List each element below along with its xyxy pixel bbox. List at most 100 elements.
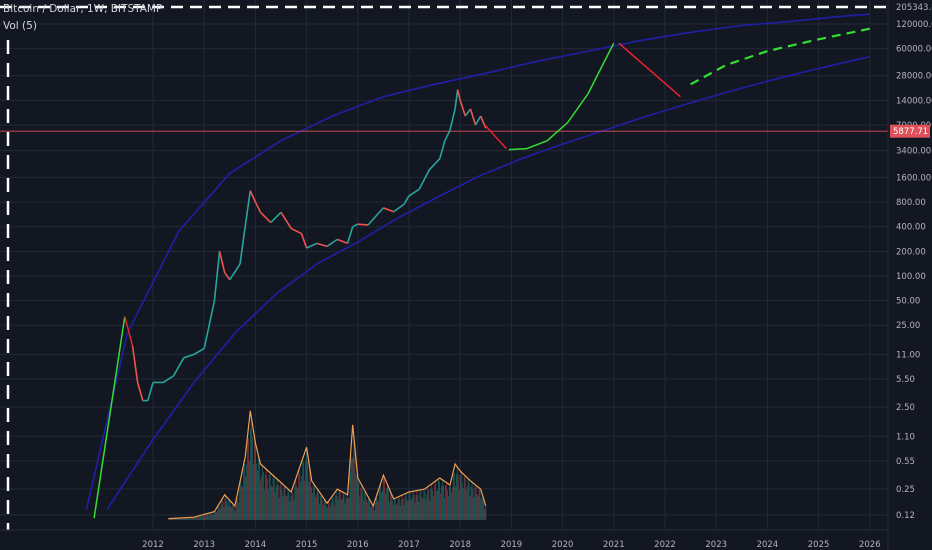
time-axis-tick-label: 2016 <box>347 540 369 550</box>
volume-bar <box>415 494 417 520</box>
volume-bar <box>321 499 323 520</box>
volume-bar <box>267 488 269 520</box>
current-price-tag-label: 5877.71 <box>893 127 928 137</box>
volume-bar <box>447 495 449 520</box>
volume-bar <box>356 476 358 520</box>
volume-bar <box>369 499 371 520</box>
volume-bar <box>348 497 350 520</box>
volume-bar <box>218 505 220 520</box>
volume-bar <box>319 496 321 520</box>
volume-bar <box>232 503 234 520</box>
volume-bar <box>459 474 461 520</box>
volume-bar <box>338 491 340 520</box>
volume-bar <box>342 492 344 520</box>
volume-bar <box>366 499 368 520</box>
price-axis-tick-label: 60000.00 <box>896 45 932 55</box>
volume-bar <box>349 472 351 520</box>
volume-bar <box>364 492 366 520</box>
price-axis-tick-label: 400.00 <box>896 223 926 233</box>
volume-bar <box>474 486 476 520</box>
volume-bar <box>230 506 232 520</box>
volume-bar <box>380 485 381 520</box>
price-axis-tick-label: 25.00 <box>896 321 920 331</box>
price-segment <box>239 226 246 265</box>
volume-bar <box>203 514 205 520</box>
volume-bar <box>170 518 172 520</box>
volume-bar <box>359 496 361 520</box>
price-segment <box>229 263 241 281</box>
price-segment <box>456 89 461 101</box>
volume-bar <box>189 517 190 520</box>
volume-bar <box>476 494 478 520</box>
volume-bar <box>340 499 342 520</box>
volume-bar <box>246 464 248 520</box>
volume-bar <box>457 475 459 520</box>
price-segment <box>213 251 221 301</box>
volume-bar <box>224 497 226 520</box>
price-axis-tick-label: 100.00 <box>896 272 926 282</box>
volume-bar <box>202 514 204 520</box>
price-axis-tick-label: 5.50 <box>896 375 915 385</box>
price-segment <box>316 242 328 248</box>
price-segment <box>454 89 459 110</box>
volume-bars <box>168 410 487 520</box>
volume-bar <box>195 516 197 520</box>
price-segment <box>193 347 205 356</box>
volume-bar <box>389 493 391 520</box>
price-segment <box>259 211 272 224</box>
volume-bar <box>188 517 189 520</box>
volume-bar <box>185 517 186 520</box>
volume-bar <box>196 516 198 520</box>
volume-bar <box>208 516 210 520</box>
price-axis[interactable]: 120000.0060000.0028000.0014000.007000.00… <box>887 0 932 550</box>
volume-bar <box>335 491 337 520</box>
volume-bar <box>261 465 263 520</box>
volume-bar <box>207 514 209 520</box>
price-axis-tick-label: 200.00 <box>896 247 926 257</box>
price-axis-tick-label: 0.12 <box>896 511 915 521</box>
price-axis-tick-label: 11.00 <box>896 350 920 360</box>
volume-bar <box>253 464 254 520</box>
volume-bar <box>396 503 398 520</box>
volume-bar <box>184 517 186 520</box>
price-axis-tick-label: 2.50 <box>896 403 915 413</box>
volume-bar <box>310 471 312 520</box>
volume-bar <box>234 510 236 520</box>
volume-bar <box>280 482 282 520</box>
top-marker-label: 205343.87 <box>896 3 932 13</box>
volume-bar <box>212 515 214 520</box>
volume-bar <box>297 488 299 520</box>
volume-bar <box>313 483 314 520</box>
time-axis-tick-label: 2023 <box>705 540 727 550</box>
volume-bar <box>294 486 296 520</box>
price-segment <box>352 223 359 228</box>
price-axis-tick-label: 28000.00 <box>896 72 932 82</box>
price-axis-tick-label: 1600.00 <box>896 173 931 183</box>
volume-bar <box>417 495 419 520</box>
volume-bar <box>266 478 268 520</box>
volume-bar <box>262 471 264 520</box>
price-segment <box>136 382 144 401</box>
time-axis-tick-label: 2015 <box>296 540 318 550</box>
volume-bar <box>219 509 221 520</box>
volume-bar <box>450 492 452 520</box>
volume-bar <box>378 501 379 520</box>
volume-bar <box>244 463 246 520</box>
growth-channel <box>85 13 870 510</box>
projection-lines[interactable] <box>93 27 871 519</box>
volume-bar <box>350 454 352 520</box>
volume-bar <box>247 440 249 520</box>
volume-bar <box>314 485 315 520</box>
volume-bar <box>263 489 265 520</box>
time-axis-tick-label: 2018 <box>449 540 471 550</box>
time-axis[interactable]: 2012 2013 2014 2015 2016 2017 2018 2019 2020 2021… <box>0 529 888 550</box>
volume-bar <box>470 486 472 520</box>
volume-indicator-label[interactable]: Vol (5) <box>3 20 37 32</box>
volume-bar <box>309 468 311 520</box>
volume-bar <box>322 505 324 520</box>
volume-bar <box>435 482 437 520</box>
volume-bar <box>186 518 187 520</box>
volume-bar <box>440 493 442 520</box>
